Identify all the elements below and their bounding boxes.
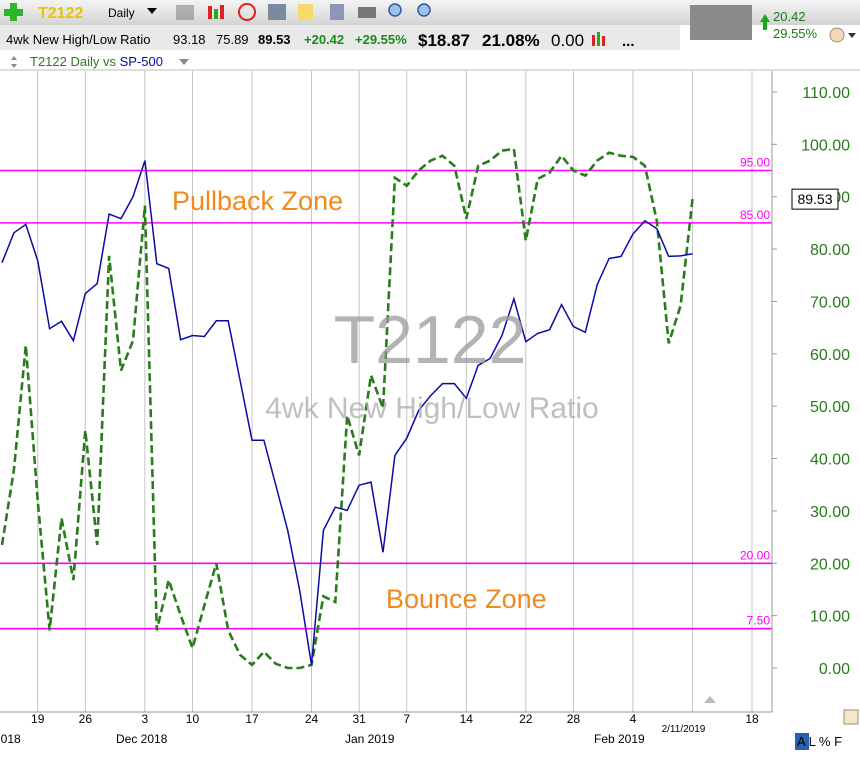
info-pct: 21.08%: [482, 31, 540, 50]
x-tick-label: 18: [745, 712, 759, 726]
info-low: 75.89: [216, 32, 249, 47]
up-arrow: [760, 14, 770, 30]
x-tick-label: 2/11/2019: [662, 724, 706, 735]
reference-label: 7.50: [747, 614, 771, 628]
legend-series: SP-500: [120, 54, 163, 69]
corner-highlight: [795, 733, 809, 750]
y-tick-label: 100.00: [801, 137, 850, 154]
legend[interactable]: T2122 Daily vs SP-500: [30, 54, 163, 69]
legend-series: T2122: [30, 54, 67, 69]
x-tick-label: 4: [630, 712, 637, 726]
legend-icon[interactable]: [11, 56, 17, 68]
reference-label: 20.00: [740, 548, 770, 562]
y-tick-label: 60.00: [810, 347, 850, 364]
info-name: 4wk New High/Low Ratio: [6, 32, 151, 47]
last-value-box: [791, 188, 839, 210]
info-price: $18.87: [418, 31, 470, 50]
palette[interactable]: [829, 27, 845, 43]
x-tick-label: 24: [305, 712, 319, 726]
watermark: T2122: [334, 302, 527, 378]
y-tick-label: 10.00: [810, 609, 850, 626]
info-bars: [592, 32, 605, 46]
x-tick-label: 31: [352, 712, 366, 726]
period-dropdown[interactable]: [147, 8, 157, 14]
reference-label: 95.00: [740, 156, 770, 170]
symbol[interactable]: T2122: [38, 5, 83, 22]
x-tick-label: 17: [245, 712, 259, 726]
right-change-pct: 29.55%: [773, 26, 818, 41]
x-tick-label: 14: [460, 712, 474, 726]
plot: 19 26 3 10 17 24 31 7 14 22 28 4 2/11/2019 18 0.00 10.0…: [0, 71, 850, 735]
tool-icons[interactable]: [176, 3, 431, 21]
y-tick-label: 110.00: [802, 85, 850, 102]
period-label: Jan 2019: [345, 732, 395, 746]
last-value: 89.53: [797, 191, 832, 207]
scroll-marker[interactable]: [704, 696, 716, 703]
period-label: Dec 2018: [116, 732, 168, 746]
x-tick-label: 19: [31, 712, 45, 726]
info-other: 0.00: [551, 31, 584, 50]
watermark-subtitle: 4wk New High/Low Ratio: [265, 392, 598, 425]
y-tick-label: 40.00: [810, 452, 850, 469]
info-row: [0, 25, 680, 50]
info-last: 89.53: [258, 32, 291, 47]
annotation: Pullback Zone: [172, 186, 343, 216]
info-change: +20.42: [304, 32, 344, 47]
x-tick-label: 7: [403, 712, 410, 726]
info-more[interactable]: ...: [622, 33, 635, 50]
y-tick-label: 0.00: [819, 661, 850, 678]
x-tick-label: 10: [186, 712, 200, 726]
y-tick-label: 80.00: [810, 242, 850, 259]
legend-joiner: Daily vs: [71, 54, 117, 69]
palette-dropdown[interactable]: [848, 33, 856, 38]
legend-row: [0, 50, 860, 70]
reference-label: 85.00: [740, 208, 770, 222]
y-tick-label: 50.00: [810, 399, 850, 416]
period-label: Feb 2019: [594, 732, 645, 746]
add-button[interactable]: [4, 3, 23, 21]
period[interactable]: Daily: [108, 6, 135, 20]
y-tick-label: 70.00: [810, 294, 850, 311]
y-tick-label: 30.00: [810, 504, 850, 521]
x-tick-label: 3: [142, 712, 149, 726]
right-change: 20.42: [773, 9, 806, 24]
y-tick-label: 20.00: [810, 556, 850, 573]
series-line: [1, 160, 693, 666]
x-tick-label: 22: [519, 712, 533, 726]
legend-dropdown[interactable]: [179, 59, 189, 65]
corner-buttons[interactable]: A L % F: [797, 734, 842, 749]
mini-chart: [690, 5, 752, 40]
annotation: Bounce Zone: [386, 584, 547, 614]
x-tick-label: 26: [79, 712, 93, 726]
info-high: 93.18: [173, 32, 206, 47]
corner-tool[interactable]: [843, 709, 859, 725]
x-tick-label: 28: [567, 712, 581, 726]
period-label: 2018: [0, 732, 21, 746]
info-change-pct: +29.55%: [355, 32, 407, 47]
